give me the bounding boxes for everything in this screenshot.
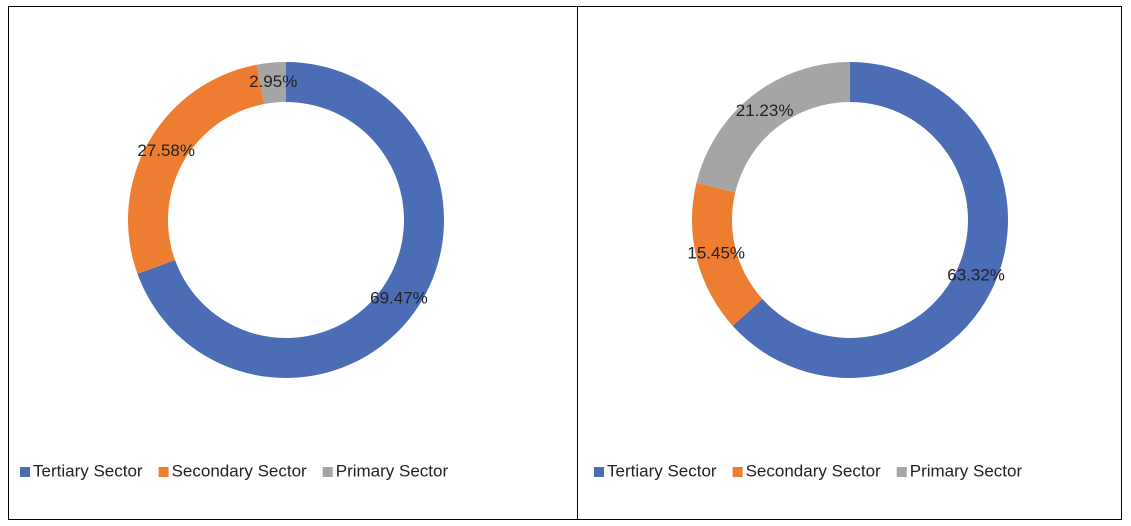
- legend-swatch: [594, 467, 604, 477]
- legend-label: Tertiary Sector: [33, 461, 143, 480]
- data-label: 2.95%: [249, 72, 297, 91]
- legend-label: Secondary Sector: [172, 461, 307, 480]
- data-label: 69.47%: [370, 289, 428, 308]
- frame: [8, 6, 1122, 520]
- donut-segment: [732, 62, 1009, 378]
- donut-segment: [696, 62, 850, 193]
- data-label: 63.32%: [947, 266, 1005, 285]
- legend-swatch: [322, 467, 333, 477]
- legend-label: Primary Sector: [910, 461, 1023, 480]
- donut-segment: [256, 62, 286, 105]
- legend-label: Tertiary Sector: [607, 461, 717, 480]
- legend-label: Secondary Sector: [746, 461, 881, 480]
- donut-segment: [692, 182, 763, 326]
- legend-swatch: [158, 467, 169, 477]
- data-label: 15.45%: [687, 243, 745, 262]
- data-label: 21.23%: [736, 101, 794, 120]
- legend-label: Primary Sector: [336, 461, 449, 480]
- legend-swatch: [896, 467, 907, 477]
- legend-swatch: [20, 467, 30, 477]
- legend-swatch: [732, 467, 743, 477]
- data-label: 27.58%: [137, 141, 195, 160]
- donut-segment: [128, 64, 265, 274]
